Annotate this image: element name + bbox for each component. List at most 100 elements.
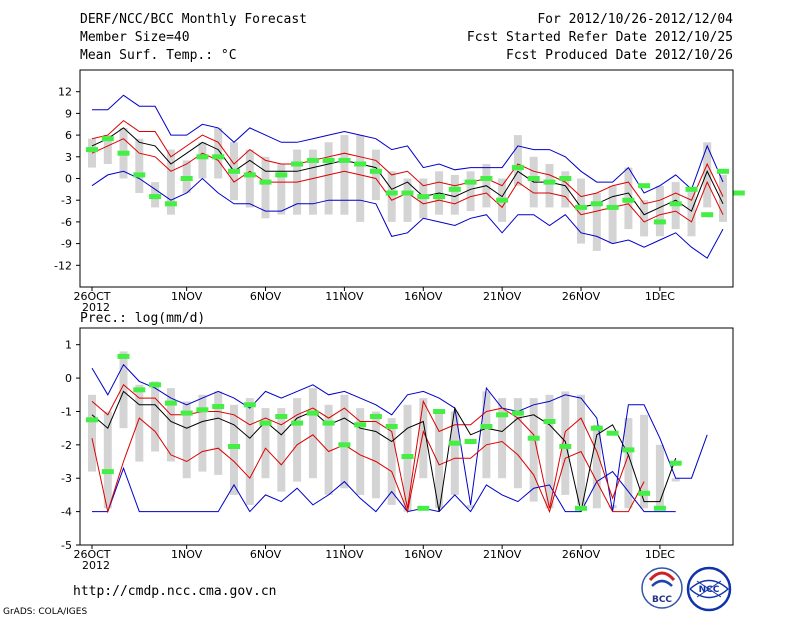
temperature-spread-box [655, 185, 664, 237]
temperature-spread-box [103, 135, 112, 164]
precip-spread-box [498, 398, 507, 479]
precip-ytick-label: -2 [61, 439, 72, 452]
temperature-marker [717, 168, 729, 174]
precip-spread-box [482, 391, 491, 479]
temperature-marker [164, 201, 177, 207]
precip-marker [448, 440, 461, 446]
header-title: DERF/NCC/BCC Monthly Forecast [80, 12, 307, 27]
precip-marker [622, 447, 635, 453]
temperature-spread-box [214, 127, 223, 179]
temperature-marker [732, 190, 745, 196]
precip-marker [385, 424, 398, 429]
temperature-marker [701, 212, 714, 218]
temperature-ytick-label: -6 [61, 216, 72, 229]
temperature-spread-box [356, 135, 365, 222]
precip-ytick-label: -3 [61, 472, 72, 485]
temperature-xtick-label: 26OCT [73, 290, 110, 303]
temperature-spread-box [687, 189, 696, 237]
temperature-marker [86, 147, 98, 153]
temperature-marker [212, 154, 225, 160]
temperature-marker [259, 179, 272, 185]
header-variable: Mean Surf. Temp.: °C [80, 48, 237, 63]
temperature-max-line [92, 94, 724, 194]
precip-xtick-label: 26OCT [73, 548, 110, 561]
temperature-spread-box [513, 135, 522, 186]
precip-spread-box [245, 398, 254, 505]
precip-marker [133, 387, 146, 393]
precip-marker [653, 505, 666, 511]
precip-marker [164, 400, 177, 406]
temperature-ytick-label: 9 [65, 107, 72, 120]
temperature-spread-box [166, 149, 175, 215]
temperature-marker [590, 201, 603, 207]
temperature-marker [354, 161, 367, 167]
temperature-ytick-label: 6 [65, 129, 72, 142]
precip-spread-box [261, 408, 270, 479]
precip-spread-box [466, 504, 475, 509]
temperature-ytick-label: 3 [65, 151, 72, 164]
precip-spread-box [371, 411, 380, 499]
precip-marker [527, 435, 540, 441]
precip-spread-box [119, 351, 128, 429]
temperature-marker [622, 197, 635, 203]
ncc-logo-text: NCC [699, 585, 720, 595]
precip-marker [417, 505, 430, 511]
precip-spread-box [103, 411, 112, 509]
precip-spread-box [655, 444, 664, 509]
precip-spread-box [340, 394, 349, 489]
temperature-spread-box [245, 149, 254, 208]
temperature-spread-box [719, 174, 727, 222]
precip-mean-line [91, 390, 677, 512]
temperature-marker [543, 179, 556, 185]
temperature-marker [149, 194, 162, 200]
precip-marker [401, 454, 414, 459]
precip-marker [480, 424, 493, 429]
precip-spread-box [671, 478, 680, 482]
temperature-marker [101, 136, 114, 142]
precip-marker [638, 490, 651, 496]
precip-marker [291, 420, 304, 426]
temperature-mean-line [91, 127, 724, 216]
temperature-spread-box [371, 149, 380, 201]
temperature-ytick-label: -12 [54, 259, 72, 272]
temperature-spread-box [135, 138, 144, 193]
precip-xtick-label: 21NOV [483, 548, 522, 561]
precip-xtick-label: 11NOV [325, 548, 364, 561]
precip-spread-box [293, 398, 302, 482]
precip-marker [228, 444, 240, 449]
temperature-spread-box [592, 193, 601, 251]
precip-spread-box [608, 504, 617, 509]
precip-xtick-label: 1NOV [171, 548, 203, 561]
precip-spread-box [198, 394, 207, 472]
temperature-marker [117, 150, 130, 156]
precip-spread-box [624, 418, 633, 509]
precip-marker [180, 410, 193, 416]
precip-max-line [91, 363, 708, 512]
bcc-logo-text: BCC [652, 595, 672, 605]
precip-ytick-label: 1 [65, 339, 72, 352]
temperature-marker [180, 176, 193, 181]
temperature-ytick-label: -3 [61, 194, 72, 207]
precip-spread-box [513, 398, 522, 489]
precip-xtick-label: 26NOV [562, 548, 601, 561]
temperature-marker [275, 172, 288, 178]
temperature-marker [433, 194, 446, 200]
temperature-spread-box [277, 164, 286, 215]
temperature-spread-box [561, 171, 570, 208]
precip-spread-box [450, 411, 459, 495]
precip-marker [433, 409, 446, 414]
temperature-marker [196, 154, 209, 160]
precip-marker [606, 430, 619, 436]
temperature-marker [322, 157, 335, 163]
precip-marker [338, 442, 351, 448]
precip-marker [669, 460, 682, 466]
temperature-y-axis: -12 -9 -6 -3 0 3 6 9 12 [54, 86, 80, 272]
temperature-marker [606, 204, 619, 210]
precip-marker [369, 414, 382, 419]
footer-credit: GrADS: COLA/IGES [3, 607, 87, 617]
precip-spread-box [592, 424, 601, 509]
temperature-marker [369, 168, 382, 174]
precip-spread-box [324, 404, 333, 495]
precip-xtick-label: 6NOV [250, 548, 282, 561]
